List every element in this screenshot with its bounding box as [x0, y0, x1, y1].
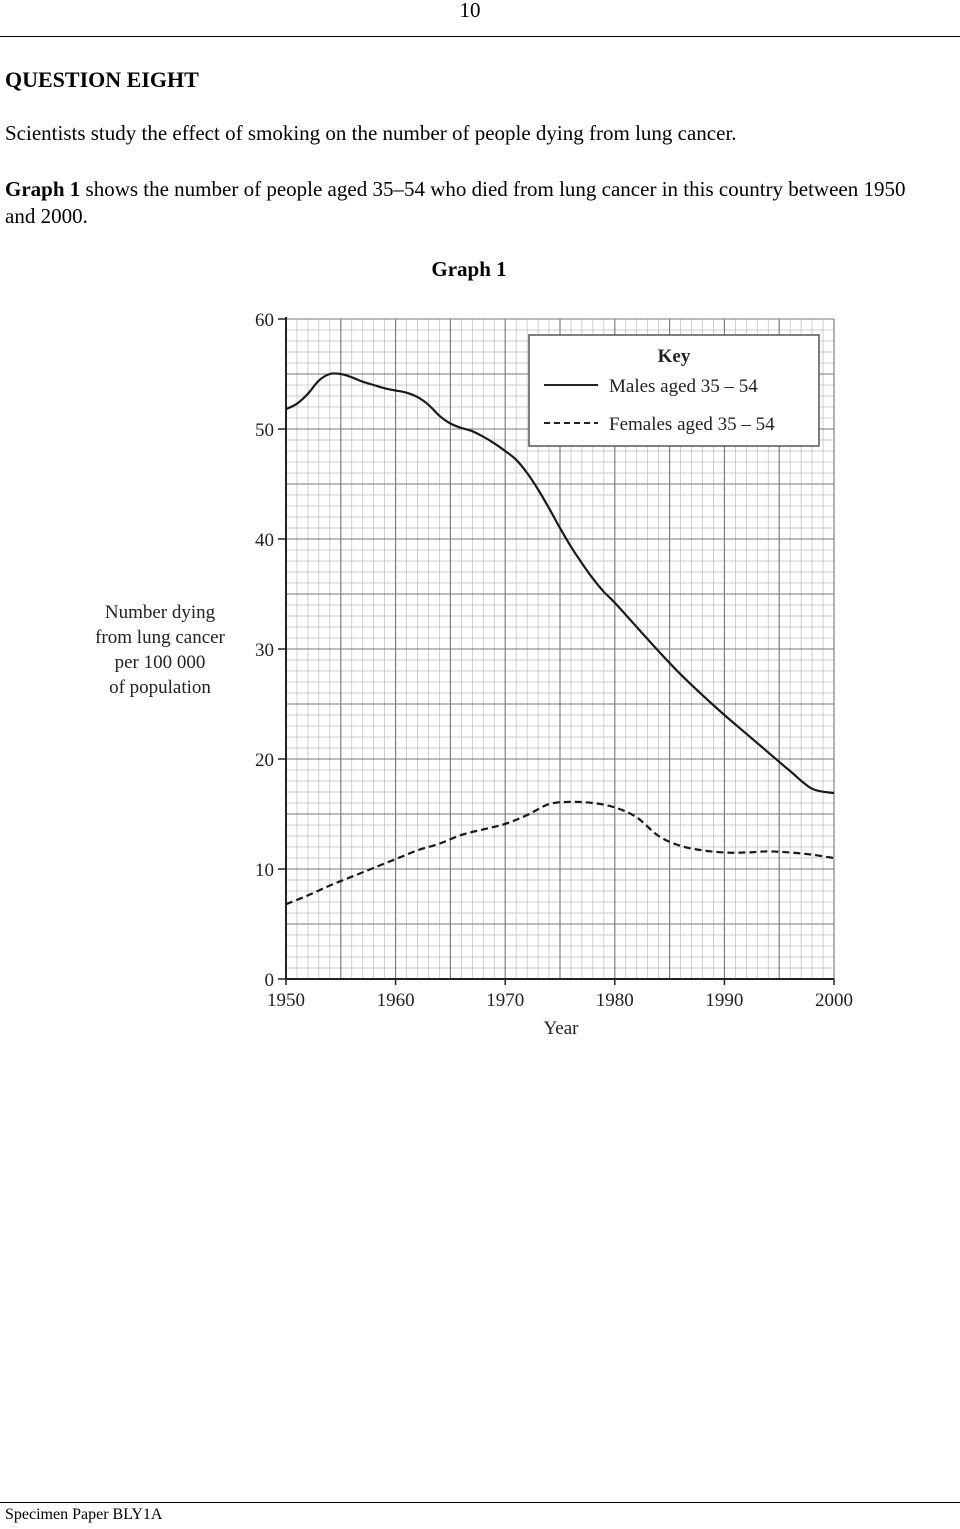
y-tick-label: 60: [255, 310, 274, 331]
legend: Key Males aged 35 – 54 Females aged 35 –…: [528, 334, 820, 447]
footer-rule: [0, 1502, 960, 1503]
chart-container: 0 10 20 30 40 50 60 1950 1960 1970 1980 1990 2000 Y…: [80, 300, 865, 1045]
x-tick-label: 1970: [486, 990, 524, 1011]
series-lines: [285, 372, 835, 906]
x-tick-label: 1990: [705, 990, 743, 1011]
series-line-females: [285, 800, 835, 906]
line-chart: 0 10 20 30 40 50 60 1950 1960 1970 1980 1990 2000 Y…: [80, 300, 865, 1045]
page-number: 10: [459, 0, 481, 22]
question-title: QUESTION EIGHT: [5, 67, 199, 92]
y-tick-labels: 0 10 20 30 40 50 60: [255, 310, 286, 991]
legend-label-females: Females aged 35 – 54: [609, 414, 775, 435]
x-tick-label: 1960: [377, 990, 415, 1011]
y-tick-label: 50: [255, 420, 274, 441]
legend-title: Key: [658, 346, 691, 367]
x-tick-label: 1950: [267, 990, 305, 1011]
y-axis-label-line: per 100 000: [115, 652, 206, 673]
graph-description: Graph 1 shows the number of people aged …: [5, 176, 925, 230]
y-tick-label: 30: [255, 640, 274, 661]
y-tick-label: 40: [255, 530, 274, 551]
y-tick-label: 10: [255, 860, 274, 881]
y-tick-label: 20: [255, 750, 274, 771]
graph-ref: Graph 1: [5, 177, 81, 201]
header-rule: [0, 36, 960, 37]
x-tick-label: 2000: [815, 990, 853, 1011]
footer-text: Specimen Paper BLY1A: [5, 1506, 163, 1523]
x-tick-labels: 1950 1960 1970 1980 1990 2000: [267, 979, 853, 1011]
legend-label-males: Males aged 35 – 54: [609, 376, 758, 397]
y-axis-label-line: Number dying: [105, 602, 216, 623]
x-tick-label: 1980: [596, 990, 634, 1011]
legend-box: [528, 334, 820, 447]
intro-text: Scientists study the effect of smoking o…: [5, 121, 737, 145]
y-tick-label: 0: [265, 970, 275, 991]
y-axis-label-line: from lung cancer: [95, 627, 225, 648]
x-axis-label: Year: [543, 1018, 579, 1039]
y-axis-label-line: of population: [109, 677, 211, 698]
y-axis-label: Number dying from lung cancer per 100 000 o…: [95, 602, 225, 698]
graph-description-text: shows the number of people aged 35–54 wh…: [5, 177, 906, 228]
graph-heading: Graph 1: [431, 257, 507, 281]
series-line-males: [285, 372, 835, 795]
